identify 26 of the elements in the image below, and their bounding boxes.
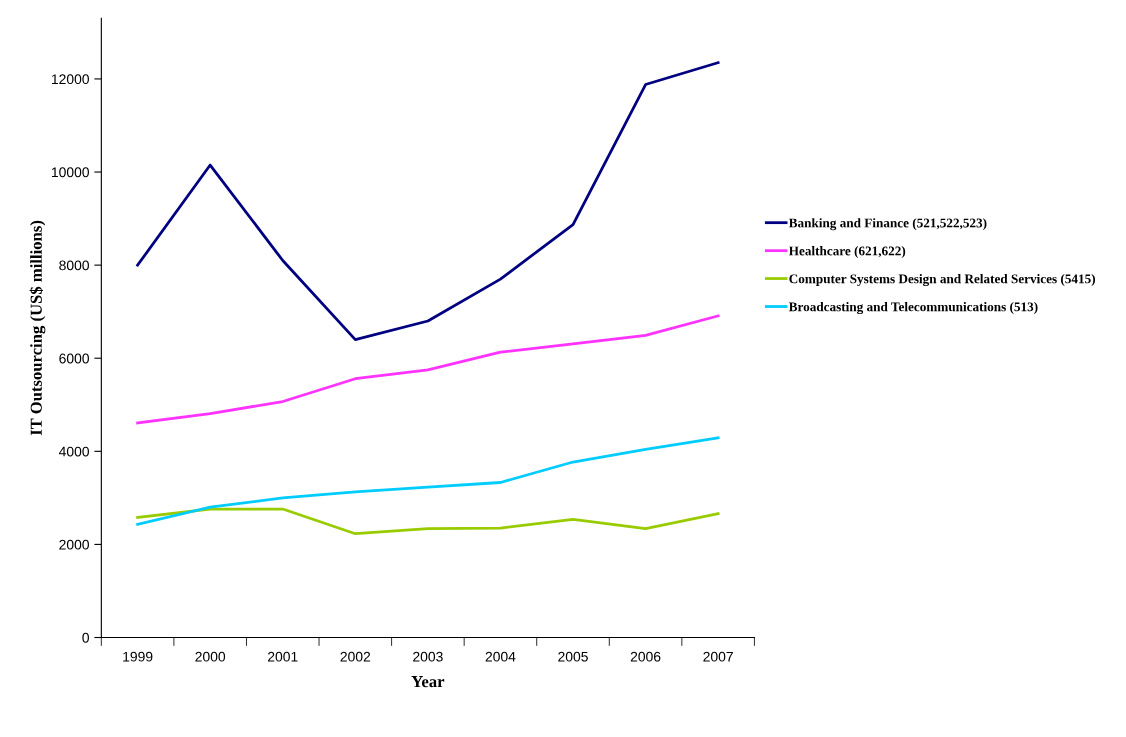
legend-label: Healthcare (621,622): [788, 246, 906, 259]
line-series: [136, 61, 720, 341]
y-axis-title: IT Outsourcing (US$ millions): [29, 220, 46, 436]
y-tick-label: 12000: [51, 74, 89, 85]
y-tick-label: 8000: [59, 260, 89, 271]
legend-label: Broadcasting and Telecommunications (513): [788, 301, 1038, 315]
line-series: [136, 507, 720, 536]
legend-label: Computer Systems Design and Related Services (5415): [789, 274, 1096, 287]
line-series: [136, 314, 720, 425]
x-axis-title: Year: [411, 676, 445, 688]
legend-label: Banking and Finance (521,522,523): [788, 218, 987, 231]
x-tick-label: 2000: [195, 651, 226, 662]
x-tick-label: 2004: [485, 651, 516, 662]
x-tick-label: 2006: [630, 651, 661, 662]
y-tick-label: 6000: [59, 353, 89, 364]
x-tick-label: 2001: [268, 651, 298, 662]
y-tick-label: 2000: [59, 539, 89, 550]
line-series: [136, 436, 720, 526]
y-tick-label: 4000: [58, 446, 89, 457]
x-tick-label: 1999: [123, 651, 153, 662]
x-tick-label: 2002: [340, 651, 371, 662]
x-tick-label: 2003: [413, 651, 443, 662]
x-tick-label: 2005: [558, 651, 588, 662]
y-tick-label: 10000: [51, 167, 89, 178]
y-tick-label: 0: [82, 632, 89, 643]
x-tick-label: 2007: [703, 651, 733, 662]
